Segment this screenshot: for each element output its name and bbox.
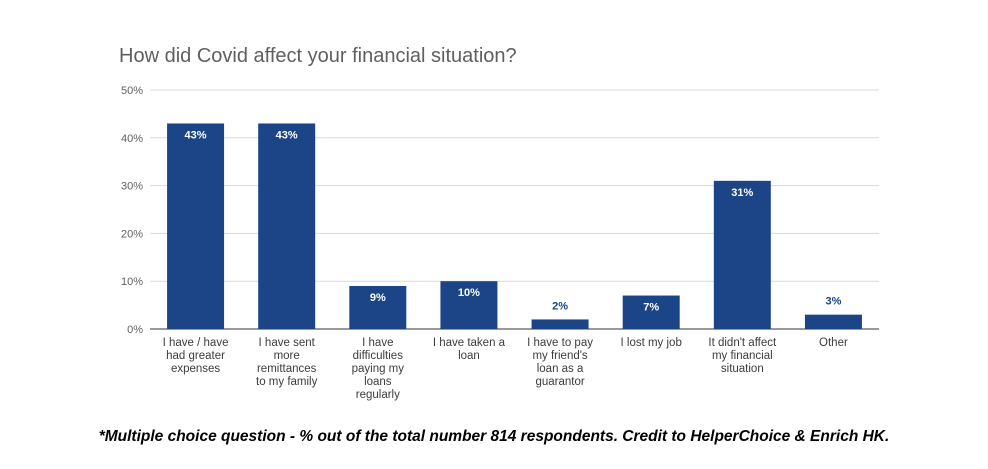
bar — [167, 123, 225, 330]
x-tick-label: Other — [819, 337, 848, 349]
data-label: 43% — [276, 129, 298, 141]
data-label: 3% — [825, 296, 841, 308]
bar — [622, 295, 680, 329]
x-tick-label: I have / have had greater expenses — [163, 337, 229, 375]
bar — [804, 314, 862, 329]
data-label: 2% — [552, 300, 568, 312]
y-tick-label: 20% — [121, 228, 143, 240]
bar — [258, 123, 316, 330]
bar — [713, 180, 771, 329]
bar — [531, 319, 589, 329]
bar — [440, 281, 498, 329]
y-tick-label: 30% — [121, 181, 143, 193]
y-tick-label: 50% — [121, 85, 143, 97]
chart-title: How did Covid affect your financial situ… — [119, 45, 517, 67]
data-label: 10% — [458, 287, 480, 299]
y-tick-label: 10% — [121, 276, 143, 288]
x-tick-label: I have difficulties paying my loans regularl… — [352, 337, 405, 401]
axes: 0% 10% 20% 30% 40% 50% I have / have had greate… — [121, 85, 848, 401]
footnote: *Multiple choice question - % out of the… — [98, 428, 890, 445]
data-label: 43% — [185, 129, 207, 141]
x-tick-label: I lost my job — [621, 337, 682, 349]
bar-chart: 43% 43% 9% 10% 2% 7% 31% 3% 0% 10% 20% 30% 40% 50% I … — [121, 85, 879, 401]
y-tick-label: 0% — [127, 324, 143, 336]
data-label: 31% — [731, 187, 753, 199]
data-label: 7% — [643, 302, 659, 314]
x-tick-label: I have taken a loan — [433, 337, 506, 362]
bar — [349, 285, 407, 329]
bars: 43% 43% 9% 10% 2% 7% 31% 3% — [167, 123, 862, 330]
x-tick-label: I have sent more remittances to my family — [256, 337, 318, 388]
data-label: 9% — [370, 292, 386, 304]
x-tick-label: I have to pay my friend's loan as a guarant… — [527, 337, 593, 388]
y-tick-label: 40% — [121, 133, 143, 145]
x-tick-label: It didn't affect my financial situation — [708, 337, 777, 375]
